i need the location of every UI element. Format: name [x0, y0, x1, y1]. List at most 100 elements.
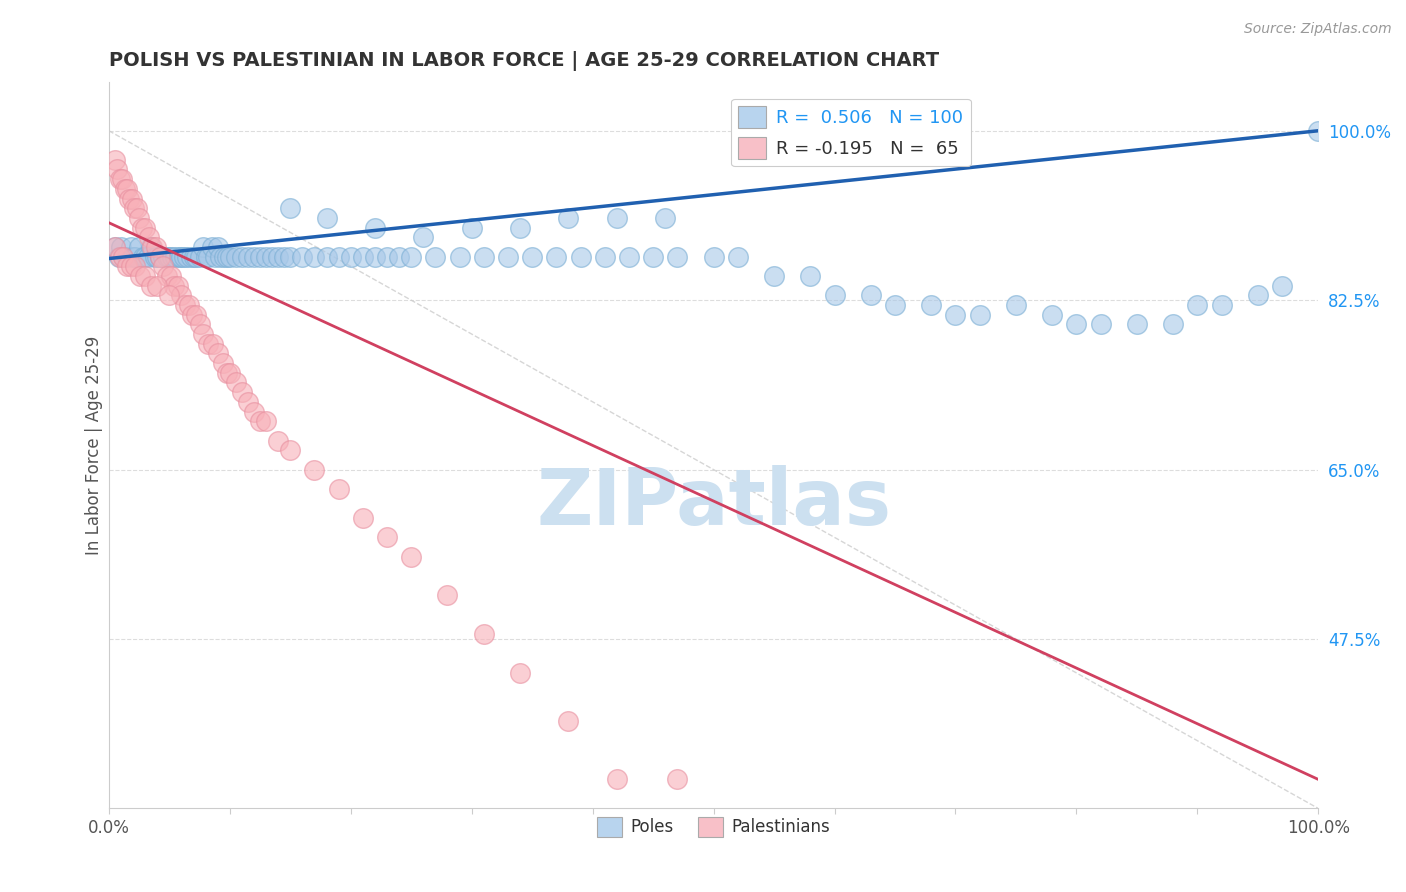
Point	[666, 772, 689, 787]
Point	[180, 250, 202, 264]
Point	[569, 250, 592, 264]
Point	[141, 240, 163, 254]
Point	[1247, 288, 1270, 302]
Point	[166, 278, 188, 293]
Point	[666, 250, 689, 264]
Point	[352, 511, 374, 525]
Point	[606, 772, 628, 787]
Point	[125, 201, 148, 215]
Point	[104, 240, 127, 254]
Point	[201, 240, 224, 254]
Point	[114, 182, 136, 196]
Point	[388, 250, 411, 264]
Point	[188, 250, 211, 264]
Point	[231, 250, 253, 264]
Point	[104, 153, 127, 167]
Point	[236, 394, 259, 409]
Point	[115, 250, 138, 264]
Point	[496, 250, 519, 264]
Point	[328, 482, 350, 496]
Point	[231, 385, 253, 400]
Point	[107, 250, 129, 264]
Point	[134, 250, 156, 264]
Point	[212, 250, 235, 264]
Point	[149, 250, 172, 264]
Point	[1211, 298, 1233, 312]
Point	[167, 250, 190, 264]
Point	[112, 250, 135, 264]
Point	[763, 268, 786, 283]
Point	[115, 260, 138, 274]
Point	[193, 240, 215, 254]
Point	[291, 250, 314, 264]
Point	[138, 230, 160, 244]
Point	[375, 250, 398, 264]
Point	[177, 298, 200, 312]
Point	[328, 250, 350, 264]
Point	[129, 268, 152, 283]
Point	[727, 250, 749, 264]
Point	[859, 288, 882, 302]
Point	[134, 268, 156, 283]
Point	[163, 278, 186, 293]
Point	[128, 211, 150, 225]
Point	[149, 250, 172, 264]
Point	[1066, 318, 1088, 332]
Point	[254, 414, 277, 428]
Point	[197, 250, 219, 264]
Point	[121, 192, 143, 206]
Text: POLISH VS PALESTINIAN IN LABOR FORCE | AGE 25-29 CORRELATION CHART: POLISH VS PALESTINIAN IN LABOR FORCE | A…	[108, 51, 939, 70]
Point	[118, 192, 141, 206]
Point	[1005, 298, 1028, 312]
Point	[315, 250, 337, 264]
Point	[156, 250, 179, 264]
Point	[157, 288, 180, 302]
Point	[509, 665, 531, 680]
Point	[124, 250, 146, 264]
Point	[412, 230, 434, 244]
Point	[181, 308, 204, 322]
Point	[945, 308, 967, 322]
Point	[108, 250, 131, 264]
Point	[197, 336, 219, 351]
Point	[104, 240, 127, 254]
Point	[617, 250, 640, 264]
Point	[194, 250, 217, 264]
Point	[254, 250, 277, 264]
Point	[165, 250, 187, 264]
Point	[141, 240, 163, 254]
Point	[824, 288, 846, 302]
Point	[364, 220, 387, 235]
Point	[1040, 308, 1063, 322]
Point	[1271, 278, 1294, 293]
Point	[145, 240, 167, 254]
Point	[225, 250, 247, 264]
Point	[509, 220, 531, 235]
Point	[278, 250, 301, 264]
Point	[209, 250, 232, 264]
Text: ZIPatlas: ZIPatlas	[536, 466, 891, 541]
Point	[1308, 124, 1330, 138]
Point	[278, 201, 301, 215]
Point	[425, 250, 447, 264]
Point	[352, 250, 374, 264]
Point	[236, 250, 259, 264]
Point	[122, 250, 145, 264]
Point	[112, 250, 135, 264]
Point	[156, 268, 179, 283]
Point	[249, 414, 271, 428]
Point	[173, 250, 195, 264]
Point	[184, 250, 207, 264]
Point	[136, 250, 159, 264]
Point	[557, 211, 579, 225]
Point	[143, 250, 166, 264]
Point	[460, 220, 482, 235]
Point	[375, 530, 398, 544]
Point	[159, 268, 181, 283]
Point	[304, 250, 326, 264]
Point	[211, 356, 233, 370]
Point	[120, 260, 142, 274]
Point	[218, 250, 240, 264]
Point	[176, 250, 198, 264]
Point	[278, 443, 301, 458]
